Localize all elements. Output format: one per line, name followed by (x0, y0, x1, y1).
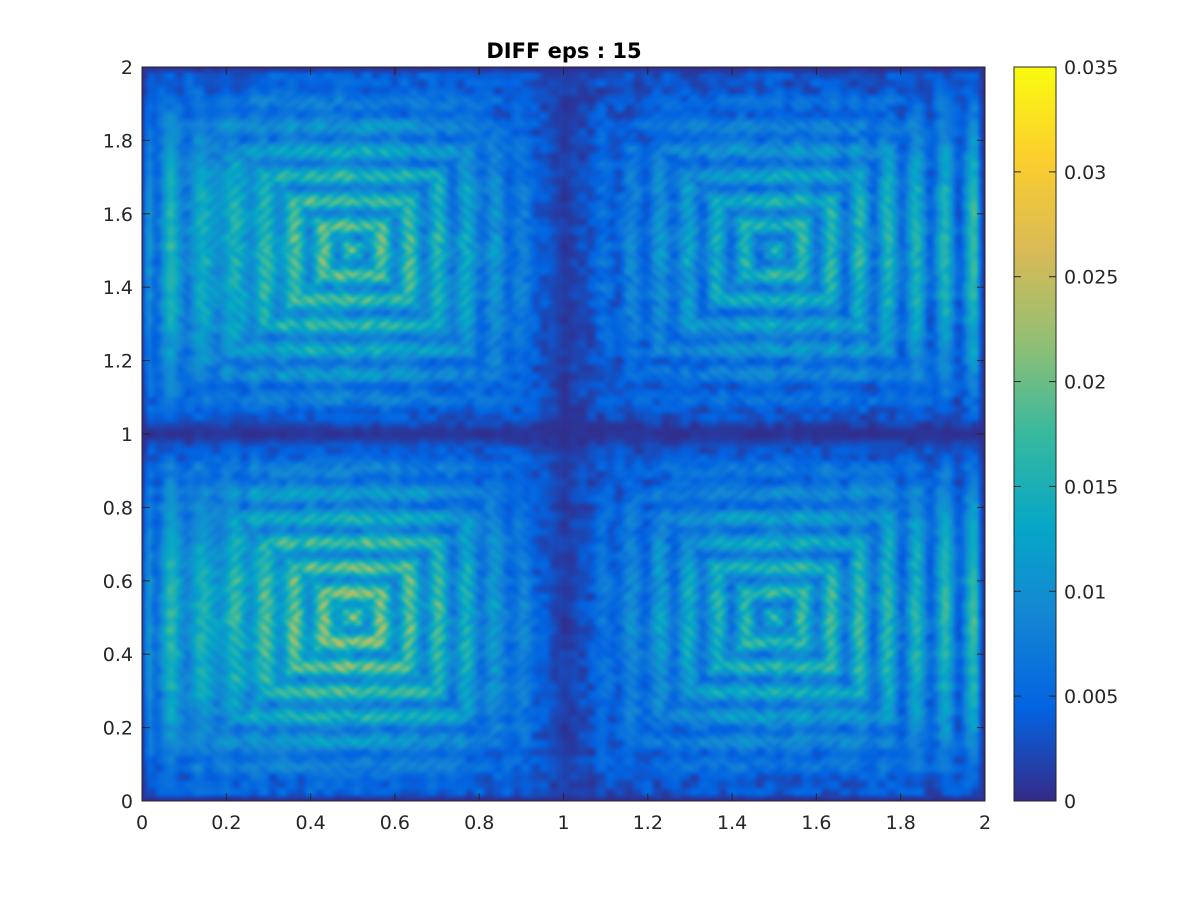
colorbar-gradient (1014, 67, 1056, 801)
colorbar-tick-label: 0.02 (1064, 372, 1106, 394)
x-tick-label: 0.6 (380, 812, 410, 834)
colorbar-tick-label: 0.03 (1064, 162, 1106, 184)
colorbar-tick-label: 0.005 (1064, 686, 1118, 708)
y-tick-label: 0.2 (103, 718, 133, 740)
y-tick-label: 0 (121, 791, 133, 813)
heatmap-image-container (142, 67, 985, 801)
y-tick-label: 1.6 (103, 204, 133, 226)
colorbar-tick-label: 0.015 (1064, 476, 1118, 498)
x-tick-label: 2 (979, 812, 991, 834)
x-tick-label: 0.4 (295, 812, 325, 834)
y-tick-label: 1.4 (103, 277, 133, 299)
x-tick-label: 1.6 (801, 812, 831, 834)
x-tick-label: 0.2 (211, 812, 241, 834)
colorbar-tick-label: 0.035 (1064, 57, 1118, 79)
colorbar-tick-label: 0.025 (1064, 267, 1118, 289)
plot-area (141, 66, 986, 802)
x-axis: 0 0.2 0.4 0.6 0.8 1 1.2 1.4 1.6 1.8 2 (136, 67, 991, 834)
colorbar-ticks: 0 0.005 0.01 0.015 0.02 0.025 0.03 0.035 (1014, 57, 1118, 813)
colorbar-tick-label: 0 (1064, 791, 1076, 813)
y-tick-label: 1.2 (103, 351, 133, 373)
y-tick-label: 1 (121, 424, 133, 446)
y-axis: 0 0.2 0.4 0.6 0.8 1 1.2 1.4 1.6 1.8 2 (103, 57, 985, 813)
x-tick-label: 1.8 (886, 812, 916, 834)
colorbar-tick-label: 0.01 (1064, 581, 1106, 603)
x-tick-label: 1 (557, 812, 569, 834)
colorbar-frame (1013, 66, 1057, 802)
heatmap-image (142, 67, 985, 801)
x-tick-label: 0.8 (464, 812, 494, 834)
y-tick-label: 1.8 (103, 130, 133, 152)
x-tick-label: 0 (136, 812, 148, 834)
colorbar: 0 0.005 0.01 0.015 0.02 0.025 0.03 0.035 (1013, 57, 1118, 813)
chart-title: DIFF eps : 15 (486, 39, 641, 63)
y-tick-label: 2 (121, 57, 133, 79)
y-tick-label: 0.8 (103, 497, 133, 519)
x-tick-label: 1.4 (717, 812, 747, 834)
y-tick-label: 0.6 (103, 571, 133, 593)
x-tick-label: 1.2 (633, 812, 663, 834)
y-tick-label: 0.4 (103, 644, 133, 666)
